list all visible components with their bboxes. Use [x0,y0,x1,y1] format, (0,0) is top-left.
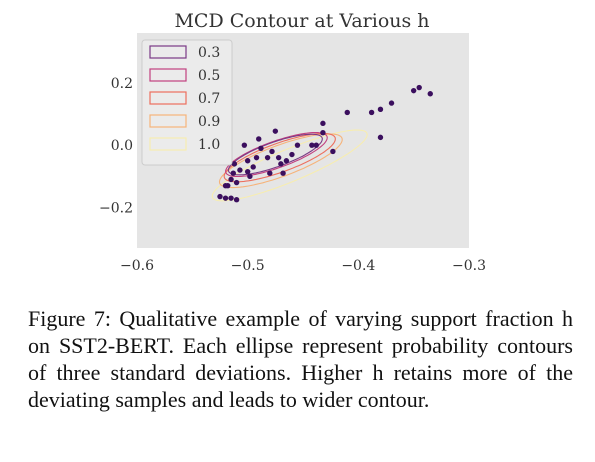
legend-label: 0.9 [198,114,220,130]
data-point [280,170,286,176]
chart-title: MCD Contour at Various h [174,10,429,32]
data-point [410,87,417,94]
data-point [228,195,234,201]
x-axis: −0.6 −0.5 −0.4 −0.3 [120,258,486,274]
x-tick-label: −0.4 [341,258,375,274]
data-point [294,142,301,148]
legend-swatch [149,45,187,59]
data-point [269,148,275,155]
data-point [233,179,240,186]
data-point [222,195,229,201]
legend-swatch [149,68,187,82]
x-tick-label: −0.6 [120,258,154,274]
x-tick-label: −0.3 [452,258,486,274]
data-point [272,128,279,134]
data-point [330,148,336,155]
data-point [309,142,315,148]
data-point [278,161,284,167]
data-point [247,173,253,180]
data-point [289,151,295,158]
data-point [244,168,251,175]
legend-box [141,39,233,166]
legend-label: 1.0 [198,137,220,153]
mcd-contour-chart: MCD Contour at Various h −0.6 −0.5 −0.4 −0.… [99,10,486,274]
data-point [377,106,384,113]
legend-label: 0.3 [198,45,220,61]
data-point [275,154,282,161]
data-point [253,154,260,161]
data-point [377,134,384,141]
points-layer [217,84,433,203]
y-tick-label: 0.0 [111,138,133,154]
data-point [368,109,375,116]
data-point [228,176,234,183]
legend-label: 0.7 [198,91,220,107]
contour-h-0.5 [225,132,328,178]
legend: 0.3 0.5 0.7 0.9 1.0 [141,39,233,166]
legend-label: 0.5 [198,68,220,84]
data-point [320,130,326,136]
contour-h-1.0 [211,129,368,202]
y-axis: 0.2 0.0 −0.2 [99,76,133,217]
legend-swatch [149,91,187,105]
data-point [244,158,251,164]
data-point [264,154,271,161]
data-point [230,170,236,176]
data-point [320,120,326,127]
legend-swatch [149,137,187,151]
data-point [416,84,422,91]
data-point [222,182,229,189]
y-tick-label: 0.2 [111,76,133,92]
data-point [258,145,264,151]
data-point [256,136,262,142]
data-point [267,170,273,176]
data-point [217,193,223,200]
data-point [313,142,319,148]
figure-caption: Figure 7: Qualitative example of varying… [28,306,573,412]
x-tick-label: −0.5 [231,258,265,274]
data-point [427,91,433,97]
y-tick-label: −0.2 [99,200,133,216]
data-point [388,100,395,106]
data-point [344,109,350,116]
data-point [283,158,290,164]
data-point [237,167,243,173]
data-point [233,197,240,203]
data-point [250,164,256,170]
data-point [241,142,248,148]
legend-swatch [149,114,187,128]
data-point [231,161,238,167]
